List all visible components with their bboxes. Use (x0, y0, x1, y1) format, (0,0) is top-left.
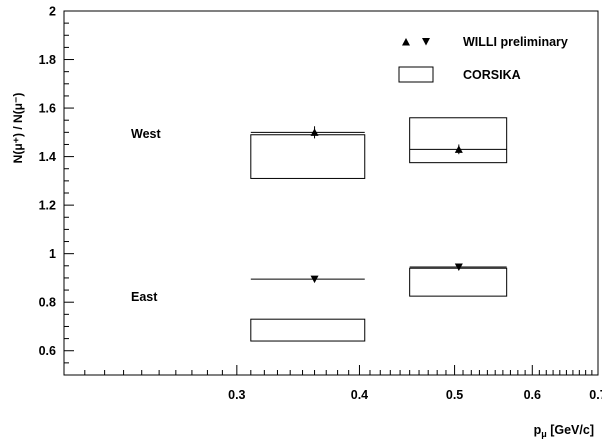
y-axis-label: N(μ⁺) / N(μ⁻) (11, 93, 25, 164)
legend: WILLI preliminary CORSIKA (398, 35, 568, 83)
x-axis-label-unit: [GeV/c] (547, 423, 594, 437)
corsika-box-west (409, 117, 508, 164)
plot-layer: 0.6 0.8 1 1.2 1.4 1.6 1.8 2 0.3 0.4 0.5 0.6 0.7 (39, 5, 602, 403)
corsika-box-east (250, 318, 366, 342)
legend-triangle-down-marker (422, 38, 430, 46)
corsika-box-west (250, 134, 366, 179)
willi-point-east (310, 275, 319, 284)
legend-triangle-up-marker (402, 38, 410, 46)
willi-point-west (454, 145, 463, 153)
y-tick-label: 1.2 (39, 199, 56, 213)
legend-label-willi: WILLI preliminary (463, 35, 568, 49)
y-tick-label: 1 (49, 247, 56, 261)
x-tick-label: 0.5 (446, 388, 463, 402)
x-axis-label-sub: μ (541, 429, 547, 439)
x-tick-label: 0.7 (589, 388, 602, 402)
y-tick-label: 1.6 (39, 102, 56, 116)
x-tick-label: 0.3 (228, 388, 245, 402)
y-tick-label: 0.8 (39, 296, 56, 310)
legend-box-marker (398, 66, 434, 83)
y-tick-label: 0.6 (39, 344, 56, 358)
x-axis-label-main: p (534, 423, 542, 437)
annotation-west: West (131, 127, 161, 141)
x-tick-label: 0.6 (524, 388, 541, 402)
x-tick-label: 0.4 (351, 388, 368, 402)
y-tick-label: 2 (49, 5, 56, 19)
y-tick-label: 1.4 (39, 150, 56, 164)
y-tick-label: 1.8 (39, 53, 56, 67)
legend-label-corsika: CORSIKA (463, 68, 521, 82)
x-axis-label: pμ [GeV/c] (534, 423, 594, 439)
annotation-east: East (131, 290, 158, 304)
willi-point-east (454, 263, 463, 272)
willi-point-west (310, 128, 319, 136)
